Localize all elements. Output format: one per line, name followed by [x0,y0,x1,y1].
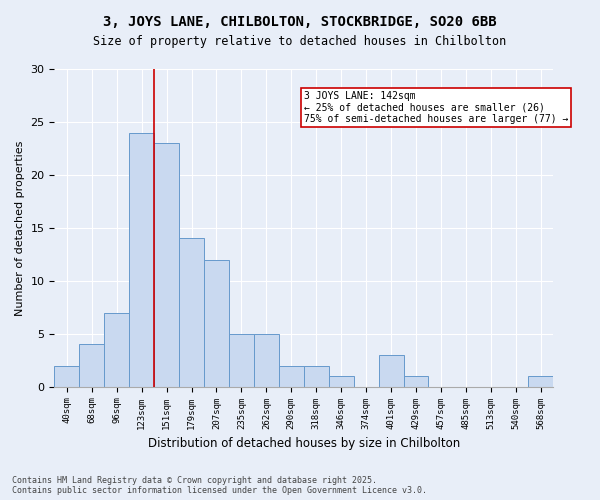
Bar [329,376,353,386]
Bar [254,334,279,386]
Bar [404,376,428,386]
Bar [79,344,104,387]
Bar [55,366,79,386]
Bar [154,143,179,386]
Bar [379,355,404,386]
Bar [204,260,229,386]
X-axis label: Distribution of detached houses by size in Chilbolton: Distribution of detached houses by size … [148,437,460,450]
Bar [104,312,129,386]
Bar [229,334,254,386]
Text: 3 JOYS LANE: 142sqm
← 25% of detached houses are smaller (26)
75% of semi-detach: 3 JOYS LANE: 142sqm ← 25% of detached ho… [304,91,568,124]
Y-axis label: Number of detached properties: Number of detached properties [15,140,25,316]
Text: Size of property relative to detached houses in Chilbolton: Size of property relative to detached ho… [94,35,506,48]
Text: Contains HM Land Registry data © Crown copyright and database right 2025.
Contai: Contains HM Land Registry data © Crown c… [12,476,427,495]
Bar [129,132,154,386]
Bar [179,238,204,386]
Text: 3, JOYS LANE, CHILBOLTON, STOCKBRIDGE, SO20 6BB: 3, JOYS LANE, CHILBOLTON, STOCKBRIDGE, S… [103,15,497,29]
Bar [528,376,553,386]
Bar [279,366,304,386]
Bar [304,366,329,386]
